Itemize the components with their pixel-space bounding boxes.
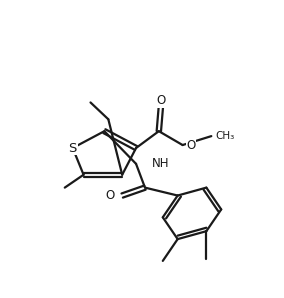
Text: CH₃: CH₃ [215,131,235,141]
Text: O: O [156,94,166,107]
Text: O: O [187,139,196,152]
Text: O: O [105,189,114,202]
Text: NH: NH [152,157,169,170]
Text: S: S [68,142,77,154]
